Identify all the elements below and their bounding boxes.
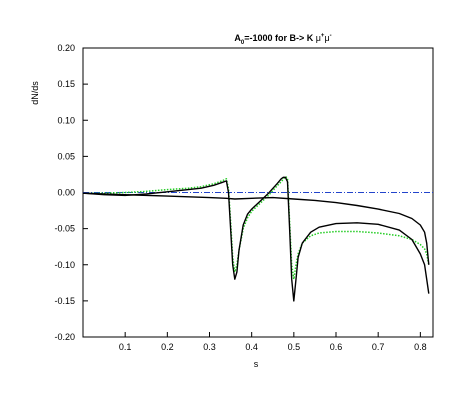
y-tick-label: 0.10 (57, 115, 75, 125)
y-tick-label: -0.05 (54, 224, 75, 234)
y-tick-label: -0.20 (54, 332, 75, 342)
x-tick-label: 0.8 (414, 342, 427, 352)
x-axis-label: s (254, 359, 259, 369)
y-tick-label: 0.20 (57, 43, 75, 53)
x-tick-label: 0.4 (245, 342, 258, 352)
x-tick-label: 0.2 (161, 342, 174, 352)
chart-title: A0=-1000 for B-> K μ+μ- (234, 33, 331, 46)
series-layer (82, 175, 433, 302)
y-tick-label: 0.00 (57, 188, 75, 198)
series-line-1 (83, 175, 430, 280)
y-axis-label: dN/ds (30, 81, 40, 105)
axis-ticks: 0.20 0.15 0.10 0.05 0.00 -0.05 -0.10 -0.15 -0.20… (54, 43, 426, 352)
x-tick-label: 0.7 (372, 342, 385, 352)
y-tick-label: 0.15 (57, 79, 75, 89)
series-line-3 (82, 192, 430, 265)
y-tick-label: -0.15 (54, 296, 75, 306)
series-line-2 (82, 176, 430, 302)
x-tick-label: 0.3 (203, 342, 216, 352)
y-tick-label: 0.05 (57, 151, 75, 161)
y-tick-label: -0.10 (54, 260, 75, 270)
x-tick-label: 0.6 (330, 342, 343, 352)
x-tick-label: 0.1 (119, 342, 132, 352)
x-tick-label: 0.5 (288, 342, 301, 352)
